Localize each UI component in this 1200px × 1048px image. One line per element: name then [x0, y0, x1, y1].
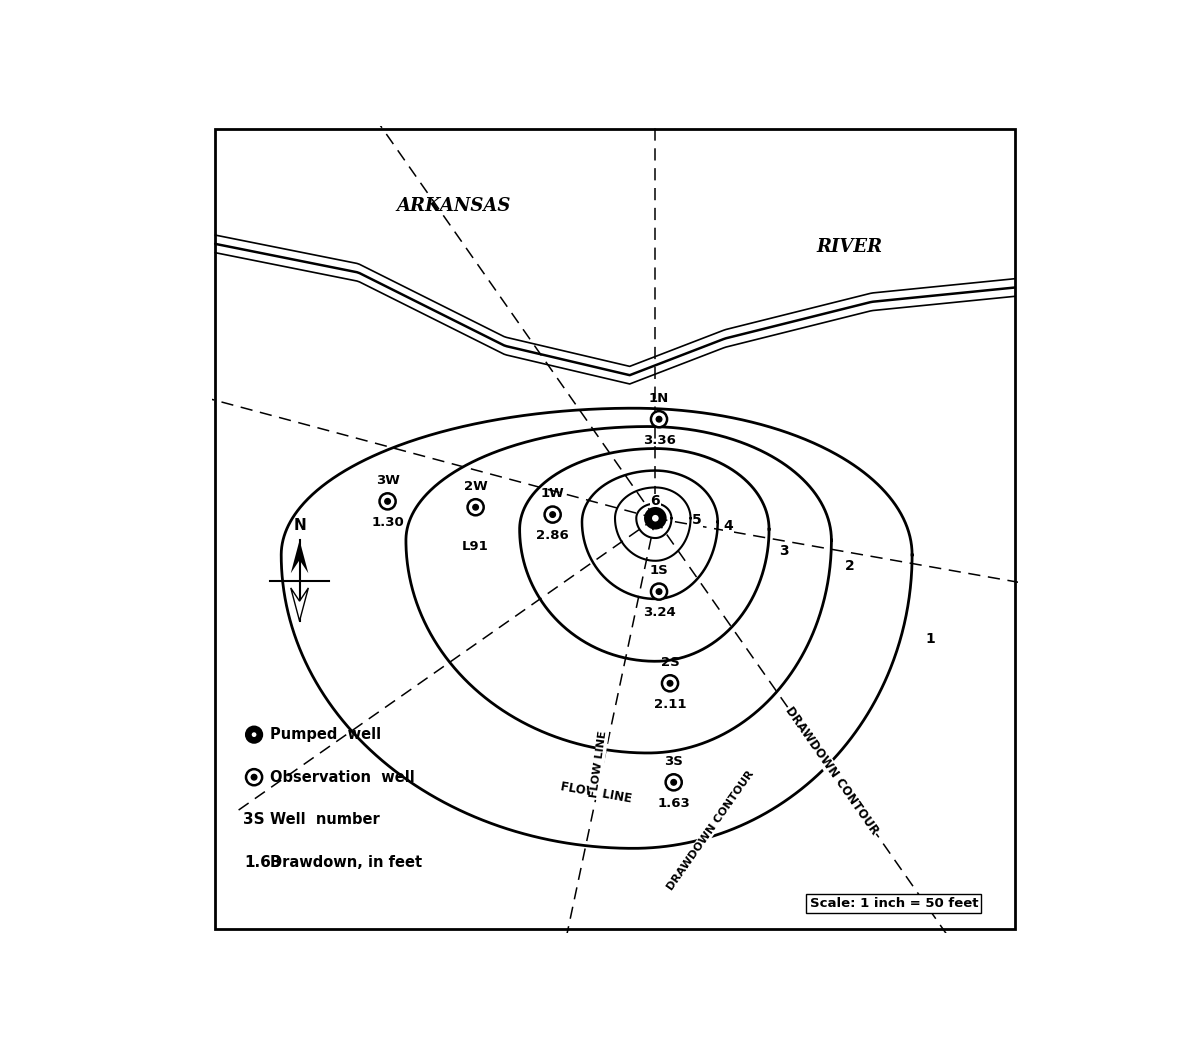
Circle shape — [473, 504, 479, 510]
Text: 1.63: 1.63 — [245, 855, 282, 870]
Text: 1: 1 — [925, 632, 935, 647]
Circle shape — [671, 780, 677, 785]
Circle shape — [550, 511, 556, 518]
Text: 3S: 3S — [665, 755, 683, 767]
Text: FLOW LINE: FLOW LINE — [589, 729, 608, 799]
Circle shape — [656, 416, 662, 422]
Text: 3.36: 3.36 — [642, 434, 676, 446]
Text: N: N — [293, 518, 306, 532]
Polygon shape — [290, 541, 308, 573]
Circle shape — [652, 515, 659, 522]
Text: 1.30: 1.30 — [371, 516, 404, 529]
Circle shape — [656, 589, 662, 594]
Text: Pumped  well: Pumped well — [270, 727, 382, 742]
Text: 3W: 3W — [376, 474, 400, 486]
Text: Well  number: Well number — [270, 812, 380, 827]
Circle shape — [545, 506, 560, 523]
Circle shape — [650, 584, 667, 599]
Text: 5: 5 — [692, 514, 702, 527]
Text: 4: 4 — [724, 519, 733, 532]
Text: 1N: 1N — [649, 392, 670, 405]
Circle shape — [646, 508, 666, 528]
Text: ARKANSAS: ARKANSAS — [396, 197, 511, 216]
Text: Scale: 1 inch = 50 feet: Scale: 1 inch = 50 feet — [810, 897, 978, 910]
Circle shape — [251, 774, 257, 780]
Text: 2: 2 — [845, 559, 854, 573]
Text: Observation  well: Observation well — [270, 769, 415, 785]
Text: 3: 3 — [779, 544, 788, 559]
Circle shape — [662, 675, 678, 692]
Circle shape — [666, 774, 682, 790]
Text: 2W: 2W — [463, 480, 487, 493]
Circle shape — [251, 732, 257, 738]
Text: 2.11: 2.11 — [654, 698, 686, 711]
Text: RIVER: RIVER — [817, 238, 883, 256]
Text: FLOW LINE: FLOW LINE — [559, 780, 632, 806]
Circle shape — [246, 769, 262, 785]
Text: 1.63: 1.63 — [658, 798, 690, 810]
Circle shape — [667, 680, 673, 686]
Text: DRAWDOWN CONTOUR: DRAWDOWN CONTOUR — [782, 704, 881, 837]
Circle shape — [379, 494, 396, 509]
Text: 3.24: 3.24 — [643, 606, 676, 619]
Circle shape — [650, 411, 667, 428]
Text: DRAWDOWN CONTOUR: DRAWDOWN CONTOUR — [665, 768, 756, 892]
Text: 6: 6 — [650, 495, 660, 508]
Text: 1S: 1S — [649, 564, 668, 576]
Circle shape — [468, 499, 484, 516]
Text: 3S: 3S — [244, 812, 265, 827]
Text: 1W: 1W — [541, 487, 564, 500]
Text: 2.86: 2.86 — [536, 529, 569, 542]
Circle shape — [385, 499, 390, 504]
Text: Drawdown, in feet: Drawdown, in feet — [270, 855, 422, 870]
Text: 2S: 2S — [661, 656, 679, 669]
Polygon shape — [290, 588, 308, 620]
Circle shape — [246, 726, 262, 743]
Text: L91: L91 — [462, 541, 488, 553]
